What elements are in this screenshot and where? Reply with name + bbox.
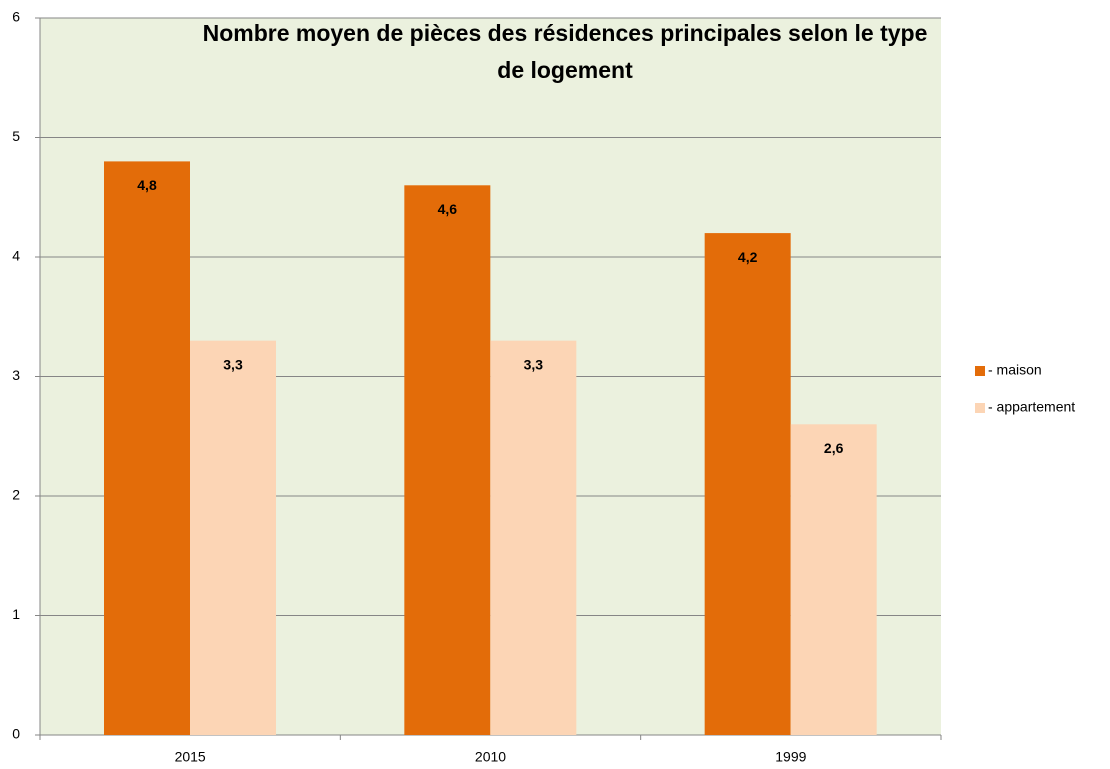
bar bbox=[190, 340, 276, 735]
value-label: 4,6 bbox=[438, 201, 458, 217]
value-label: 3,3 bbox=[223, 356, 243, 372]
value-label: 4,2 bbox=[738, 249, 758, 265]
x-tick-label: 1999 bbox=[775, 749, 806, 765]
bar bbox=[104, 161, 190, 735]
bar bbox=[790, 424, 877, 735]
title-line: Nombre moyen de pièces des résidences pr… bbox=[203, 20, 928, 46]
y-tick-label: 1 bbox=[12, 606, 20, 622]
bar bbox=[404, 185, 491, 736]
value-label: 3,3 bbox=[524, 356, 544, 372]
legend-swatch bbox=[975, 366, 985, 376]
x-tick-label: 2015 bbox=[175, 749, 206, 765]
legend-label: - maison bbox=[988, 362, 1042, 378]
y-tick-label: 2 bbox=[12, 487, 20, 503]
y-tick-label: 3 bbox=[12, 367, 20, 383]
legend-label: - appartement bbox=[988, 399, 1075, 415]
y-tick-label: 6 bbox=[12, 9, 20, 25]
x-tick-label: 2010 bbox=[475, 749, 506, 765]
bar bbox=[704, 233, 791, 735]
y-tick-label: 5 bbox=[12, 128, 20, 144]
value-label: 4,8 bbox=[137, 177, 157, 193]
bar bbox=[490, 340, 577, 735]
y-tick-label: 0 bbox=[12, 726, 20, 742]
y-tick-label: 4 bbox=[12, 248, 20, 264]
chart-title: Nombre moyen de pièces des résidences pr… bbox=[203, 20, 928, 83]
value-label: 2,6 bbox=[824, 440, 844, 456]
legend-swatch bbox=[975, 403, 985, 413]
title-line: de logement bbox=[497, 57, 633, 83]
